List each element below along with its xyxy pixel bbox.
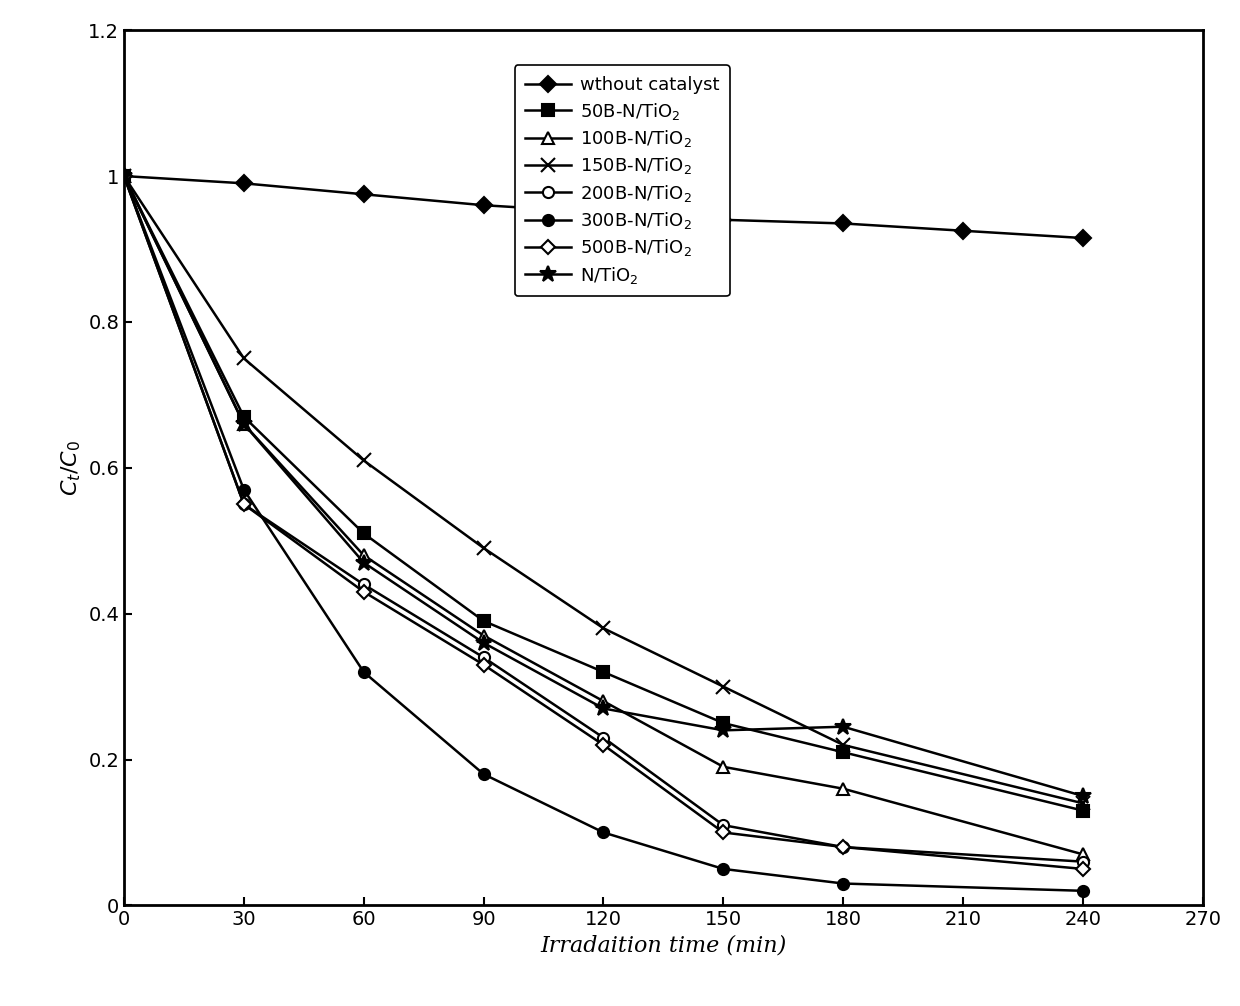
200B-N/TiO$_2$ (117, 170, 131, 182)
500B-N/TiO$_2$ (476, 659, 491, 671)
N/TiO$_2$ (356, 556, 371, 568)
Y-axis label: $C_t/C_0$: $C_t/C_0$ (60, 440, 83, 496)
50B-N/TiO$_2$ (117, 170, 131, 182)
200B-N/TiO$_2$ (237, 498, 252, 510)
200B-N/TiO$_2$ (1075, 855, 1090, 867)
Line: 200B-N/TiO$_2$: 200B-N/TiO$_2$ (119, 170, 1089, 867)
wthout catalyst (117, 170, 131, 182)
300B-N/TiO$_2$ (596, 827, 611, 839)
150B-N/TiO$_2$ (1075, 797, 1090, 809)
50B-N/TiO$_2$ (836, 746, 851, 759)
200B-N/TiO$_2$ (476, 652, 491, 664)
N/TiO$_2$ (836, 720, 851, 732)
300B-N/TiO$_2$ (836, 877, 851, 889)
150B-N/TiO$_2$ (356, 455, 371, 467)
N/TiO$_2$ (237, 418, 252, 431)
100B-N/TiO$_2$ (476, 630, 491, 642)
Line: N/TiO$_2$: N/TiO$_2$ (115, 168, 1091, 805)
Line: 100B-N/TiO$_2$: 100B-N/TiO$_2$ (119, 170, 1089, 860)
wthout catalyst (1075, 232, 1090, 244)
150B-N/TiO$_2$ (117, 170, 131, 182)
50B-N/TiO$_2$ (596, 666, 611, 678)
N/TiO$_2$ (476, 637, 491, 649)
200B-N/TiO$_2$ (836, 841, 851, 853)
Line: wthout catalyst: wthout catalyst (119, 170, 1089, 243)
Line: 50B-N/TiO$_2$: 50B-N/TiO$_2$ (119, 170, 1089, 816)
wthout catalyst (356, 188, 371, 200)
50B-N/TiO$_2$ (476, 615, 491, 627)
N/TiO$_2$ (117, 170, 131, 182)
300B-N/TiO$_2$ (715, 863, 730, 875)
100B-N/TiO$_2$ (1075, 848, 1090, 860)
200B-N/TiO$_2$ (596, 731, 611, 743)
50B-N/TiO$_2$ (1075, 805, 1090, 817)
50B-N/TiO$_2$ (715, 717, 730, 729)
wthout catalyst (715, 214, 730, 226)
N/TiO$_2$ (715, 724, 730, 736)
500B-N/TiO$_2$ (836, 841, 851, 853)
500B-N/TiO$_2$ (237, 498, 252, 510)
wthout catalyst (237, 177, 252, 189)
50B-N/TiO$_2$ (356, 527, 371, 539)
Legend: wthout catalyst, 50B-N/TiO$_2$, 100B-N/TiO$_2$, 150B-N/TiO$_2$, 200B-N/TiO$_2$, : wthout catalyst, 50B-N/TiO$_2$, 100B-N/T… (515, 65, 730, 297)
wthout catalyst (956, 224, 971, 236)
100B-N/TiO$_2$ (237, 418, 252, 431)
Line: 500B-N/TiO$_2$: 500B-N/TiO$_2$ (119, 171, 1087, 874)
100B-N/TiO$_2$ (836, 783, 851, 795)
300B-N/TiO$_2$ (1075, 885, 1090, 897)
200B-N/TiO$_2$ (356, 578, 371, 591)
wthout catalyst (836, 217, 851, 229)
300B-N/TiO$_2$ (117, 170, 131, 182)
500B-N/TiO$_2$ (596, 738, 611, 750)
Line: 150B-N/TiO$_2$: 150B-N/TiO$_2$ (117, 169, 1090, 810)
200B-N/TiO$_2$ (715, 819, 730, 831)
500B-N/TiO$_2$ (1075, 863, 1090, 875)
300B-N/TiO$_2$ (356, 666, 371, 678)
150B-N/TiO$_2$ (596, 622, 611, 635)
300B-N/TiO$_2$ (237, 484, 252, 496)
Line: 300B-N/TiO$_2$: 300B-N/TiO$_2$ (119, 170, 1089, 896)
100B-N/TiO$_2$ (356, 549, 371, 561)
X-axis label: Irradaition time (min): Irradaition time (min) (541, 935, 786, 957)
wthout catalyst (476, 199, 491, 211)
500B-N/TiO$_2$ (715, 827, 730, 839)
wthout catalyst (596, 206, 611, 218)
N/TiO$_2$ (1075, 790, 1090, 802)
150B-N/TiO$_2$ (476, 542, 491, 554)
150B-N/TiO$_2$ (237, 352, 252, 364)
N/TiO$_2$ (596, 702, 611, 714)
150B-N/TiO$_2$ (836, 738, 851, 750)
300B-N/TiO$_2$ (476, 769, 491, 781)
50B-N/TiO$_2$ (237, 410, 252, 423)
500B-N/TiO$_2$ (356, 585, 371, 598)
100B-N/TiO$_2$ (596, 695, 611, 707)
500B-N/TiO$_2$ (117, 170, 131, 182)
100B-N/TiO$_2$ (117, 170, 131, 182)
150B-N/TiO$_2$ (715, 681, 730, 693)
100B-N/TiO$_2$ (715, 761, 730, 773)
